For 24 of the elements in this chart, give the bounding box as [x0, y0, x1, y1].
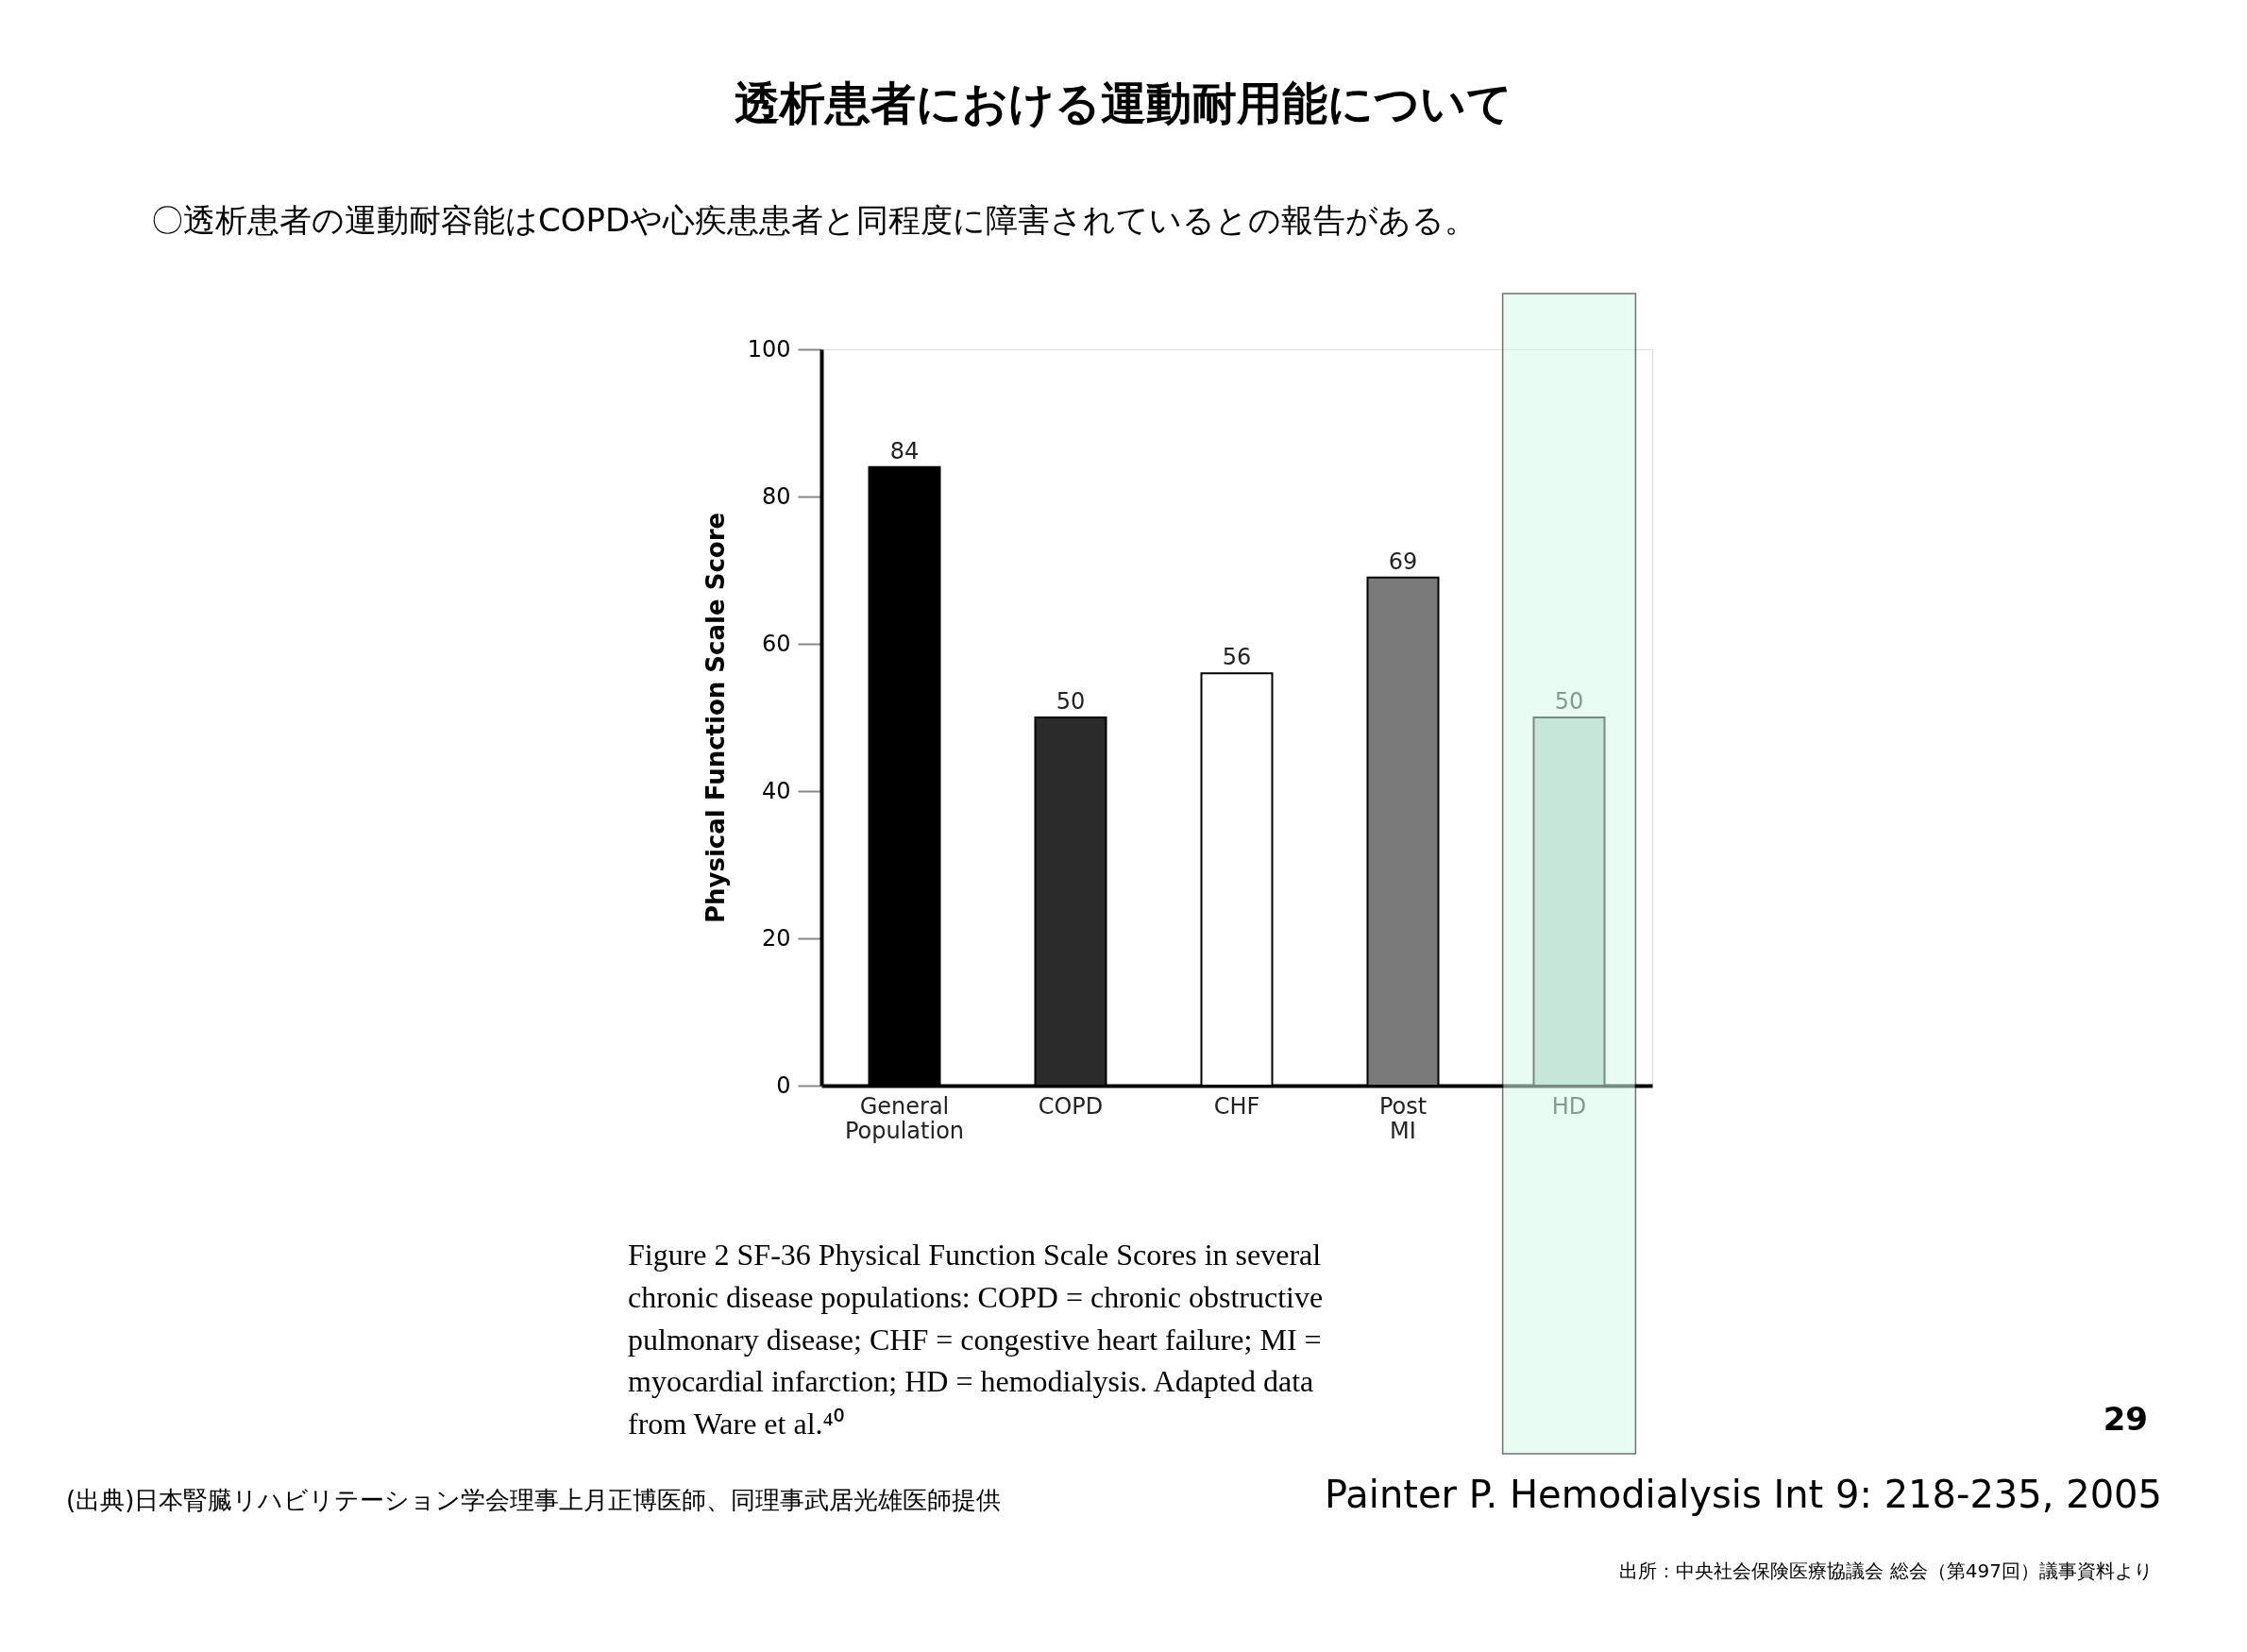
data-label: 84 [889, 437, 920, 464]
y-tick-label: 20 [761, 924, 791, 952]
y-tick-label: 80 [761, 482, 791, 510]
data-label: 69 [1388, 548, 1418, 575]
text: 29 [2103, 1400, 2148, 1438]
x-tick-label: HD [1551, 1092, 1587, 1120]
y-tick-label: 60 [761, 630, 791, 657]
text: (出典)日本腎臓リハビリテーション学会理事上月正博医師、同理事武居光雄医師提供 [66, 1486, 1002, 1514]
y-tick-label: 0 [776, 1071, 791, 1099]
caption: Figure 2 SF-36 Physical Function Scale Scores in several chronic disease populations: COPD = chronic obstructive pulmonary disease; CHF = congestive heart failure; MI = myocardial infarction; HD = hemodialysis. Adapted data from Ware et al.⁴⁰ [628, 1238, 1324, 1441]
text: Painter P. Hemodialysis Int 9: 218-235, 2005 [1324, 1473, 2162, 1516]
x-tick-label: CHF [1213, 1092, 1260, 1120]
y-axis-title: Physical Function Scale Score [701, 512, 730, 924]
x-tick-label: COPD [1038, 1092, 1104, 1120]
x-tick-label: General Population [844, 1092, 965, 1144]
x-tick-label: Post MI [1378, 1092, 1428, 1144]
data-label: 50 [1056, 688, 1086, 715]
data-label: 50 [1554, 688, 1584, 715]
chart-title: 透析患者における運動耐用能について [735, 76, 1512, 129]
chart-subtitle: 〇透析患者の運動耐容能はCOPDや心疾患患者と同程度に障害されているとの報告がある。 [151, 201, 1478, 239]
y-tick-label: 100 [747, 335, 791, 362]
text: 出所：中央社会保険医療協議会 総会（第497回）議事資料より [1619, 1559, 2153, 1582]
data-label: 56 [1222, 644, 1252, 671]
y-tick-label: 40 [761, 777, 791, 804]
